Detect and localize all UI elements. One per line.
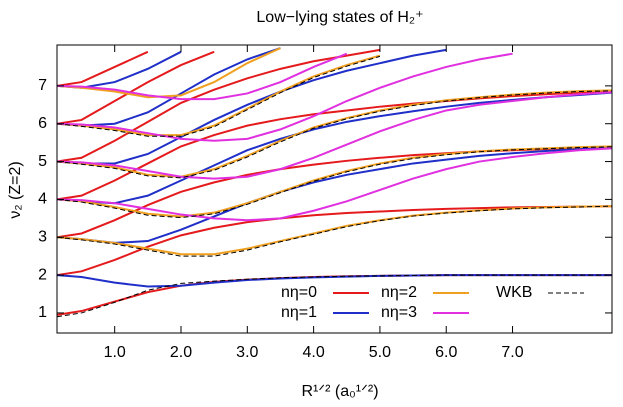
y-tick-label: 1: [38, 304, 47, 321]
x-tick-label: 3.0: [236, 344, 258, 361]
curve: [57, 52, 348, 101]
curve: [57, 47, 281, 99]
curve: [57, 205, 612, 257]
x-tick-label: 7.0: [501, 344, 523, 361]
legend-label: nη=3: [381, 304, 417, 321]
x-tick-label: 6.0: [435, 344, 457, 361]
curve: [57, 50, 149, 87]
curve: [57, 147, 612, 222]
curve: [57, 274, 612, 318]
plot-area: [57, 47, 612, 318]
curve: [57, 90, 612, 201]
legend-label: nη=0: [281, 284, 317, 301]
curve: [57, 145, 612, 218]
chart-title: Low−lying states of H₂⁺: [256, 9, 423, 26]
curve: [57, 91, 612, 180]
curve: [57, 52, 513, 142]
curve: [57, 48, 447, 165]
y-tick-label: 2: [38, 266, 47, 283]
y-tick-label: 7: [38, 77, 47, 94]
x-tick-label: 2.0: [170, 344, 192, 361]
curve: [57, 55, 381, 137]
y-tick-label: 4: [38, 191, 47, 208]
y-tick-label: 3: [38, 228, 47, 245]
x-tick-label: 5.0: [369, 344, 391, 361]
legend-label: WKB: [496, 284, 532, 301]
y-axis-label: ν₂ (Z=2): [7, 161, 24, 218]
plot-frame: [56, 44, 613, 334]
x-axis-label: R¹ᐟ² (a₀¹ᐟ²): [301, 383, 378, 400]
curve: [57, 205, 612, 277]
curve: [57, 146, 612, 219]
x-tick-label: 1.0: [104, 344, 126, 361]
curve: [57, 146, 612, 239]
legend-label: nη=1: [281, 304, 317, 321]
legend: nη=0 nη=1 nη=2 nη=3 WKB: [281, 284, 584, 321]
curve: [57, 54, 381, 137]
curve: [57, 146, 612, 244]
y-tick-label: 6: [38, 115, 47, 132]
legend-label: nη=2: [381, 284, 417, 301]
x-tick-label: 4.0: [302, 344, 324, 361]
curve: [57, 48, 381, 163]
y-tick-label: 5: [38, 153, 47, 170]
curve: [57, 90, 612, 179]
